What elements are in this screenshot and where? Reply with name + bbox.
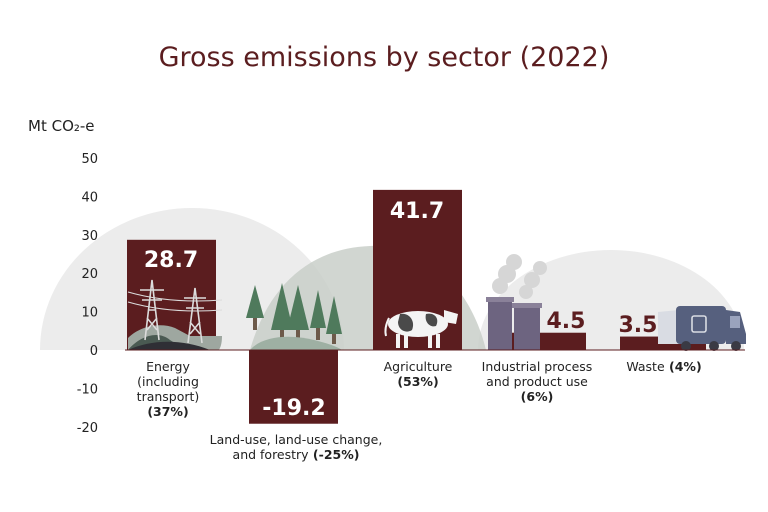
truck-icon (658, 306, 746, 351)
category-line: Land-use, land-use change, (210, 432, 383, 447)
category-line: Energy (146, 359, 190, 374)
category-label: Energy (including transport) (37%) (137, 359, 200, 419)
y-tick-label: 20 (81, 267, 98, 282)
y-tick-label: 50 (81, 152, 98, 167)
value-label: 28.7 (144, 248, 198, 273)
category-line: Industrial process (482, 359, 593, 374)
category-label: Agriculture (53%) (384, 359, 453, 389)
y-tick-label: 40 (81, 190, 98, 205)
chart-title: Gross emissions by sector (2022) (159, 42, 610, 73)
y-tick-label: 30 (81, 229, 98, 244)
tree-icon (246, 283, 342, 350)
value-labels: 28.7 -19.2 41.7 4.5 3.5 (144, 199, 658, 421)
y-tick-label: -20 (77, 421, 98, 436)
category-share: (53%) (397, 374, 438, 389)
category-share: (4%) (665, 359, 702, 374)
value-label: 4.5 (547, 309, 586, 334)
category-line: transport) (137, 389, 200, 404)
category-line: and forestry (233, 447, 310, 462)
cow-icon (384, 310, 458, 348)
category-label: Waste (4%) (626, 359, 701, 374)
factory-icon (486, 254, 547, 350)
category-share: (6%) (521, 389, 554, 404)
value-label: 3.5 (619, 313, 658, 338)
value-label: 41.7 (390, 199, 444, 224)
category-share: (-25%) (309, 447, 360, 462)
bar (249, 350, 338, 424)
y-axis-ticks: 50 40 30 20 10 0 -10 -20 (77, 152, 98, 436)
pylon-icon (127, 279, 223, 350)
y-tick-label: 0 (90, 344, 98, 359)
y-tick-label: -10 (77, 382, 98, 397)
category-line: (including (137, 374, 199, 389)
y-axis-unit: Mt CO₂-e (28, 117, 95, 135)
category-line: and product use (486, 374, 588, 389)
category-share: (37%) (147, 404, 188, 419)
category-line: Agriculture (384, 359, 453, 374)
category-line: Waste (626, 359, 665, 374)
category-label: Land-use, land-use change, and forestry (… (210, 432, 383, 462)
category-label: Industrial process and product use (6%) (482, 359, 593, 404)
y-tick-label: 10 (81, 306, 98, 321)
value-label: -19.2 (262, 396, 325, 421)
category-labels: Energy (including transport) (37%) Land-use,… (137, 359, 702, 462)
